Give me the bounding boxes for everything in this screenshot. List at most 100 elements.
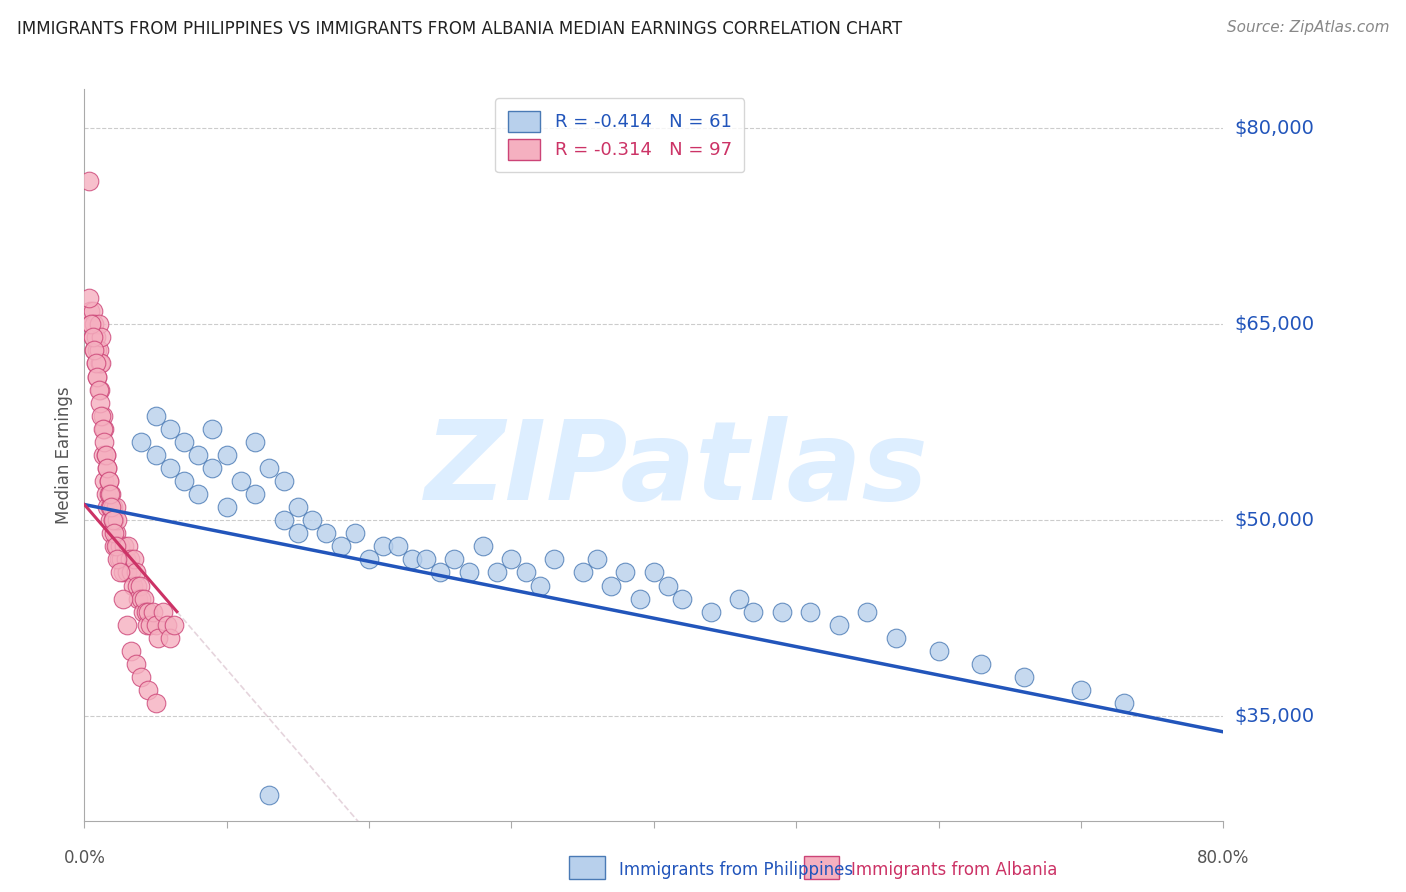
- Point: [90, 409, 112, 423]
- Point: [287, 526, 309, 541]
- Point: [127, 591, 149, 606]
- Point: [856, 605, 879, 619]
- Point: [1070, 683, 1092, 698]
- Point: [121, 578, 143, 592]
- Point: [103, 513, 125, 527]
- Point: [111, 566, 134, 580]
- Point: [87, 383, 110, 397]
- Point: [229, 474, 252, 488]
- Point: [90, 356, 112, 371]
- Point: [529, 578, 551, 592]
- Point: [135, 605, 157, 619]
- Point: [98, 513, 121, 527]
- Point: [82, 330, 104, 344]
- Point: [970, 657, 993, 671]
- Point: [87, 318, 110, 332]
- Point: [80, 318, 103, 332]
- Text: ZIPatlas: ZIPatlas: [425, 416, 928, 523]
- Point: [83, 343, 105, 358]
- Point: [472, 539, 495, 553]
- Point: [86, 369, 108, 384]
- Point: [96, 461, 118, 475]
- Point: [145, 448, 167, 462]
- Point: [415, 552, 437, 566]
- Point: [94, 487, 117, 501]
- Point: [89, 356, 111, 371]
- Point: [100, 487, 122, 501]
- Point: [273, 474, 295, 488]
- Point: [124, 657, 146, 671]
- Point: [884, 631, 907, 645]
- Point: [614, 566, 637, 580]
- Point: [136, 617, 159, 632]
- Point: [122, 552, 145, 566]
- Text: Immigrants from Albania: Immigrants from Albania: [851, 861, 1057, 879]
- Point: [131, 434, 153, 449]
- Point: [87, 343, 110, 358]
- Point: [156, 617, 179, 632]
- Point: [104, 526, 127, 541]
- Point: [80, 318, 103, 332]
- Point: [245, 434, 267, 449]
- Y-axis label: Median Earnings: Median Earnings: [55, 386, 73, 524]
- Point: [928, 644, 950, 658]
- Point: [98, 500, 121, 515]
- Point: [82, 330, 104, 344]
- Point: [187, 448, 209, 462]
- Point: [343, 526, 366, 541]
- Text: $80,000: $80,000: [1234, 119, 1315, 138]
- Point: [543, 552, 565, 566]
- Point: [600, 578, 623, 592]
- Point: [515, 566, 537, 580]
- Point: [105, 539, 128, 553]
- Point: [94, 448, 117, 462]
- Point: [84, 356, 107, 371]
- Point: [259, 461, 281, 475]
- Point: [97, 487, 120, 501]
- Point: [110, 552, 132, 566]
- Point: [131, 591, 153, 606]
- Point: [105, 552, 128, 566]
- Point: [91, 448, 114, 462]
- Point: [93, 434, 115, 449]
- Point: [118, 552, 141, 566]
- Point: [486, 566, 509, 580]
- Point: [799, 605, 821, 619]
- Point: [104, 500, 127, 515]
- Point: [657, 578, 679, 592]
- Point: [101, 513, 124, 527]
- Point: [287, 500, 309, 515]
- Point: [770, 605, 793, 619]
- Point: [329, 539, 352, 553]
- Point: [86, 369, 108, 384]
- Point: [115, 566, 138, 580]
- Point: [93, 422, 115, 436]
- Point: [77, 291, 100, 305]
- Point: [101, 500, 124, 515]
- Point: [112, 539, 135, 553]
- Point: [173, 474, 195, 488]
- Point: [108, 539, 131, 553]
- Point: [586, 552, 609, 566]
- Point: [571, 566, 593, 580]
- Point: [671, 591, 693, 606]
- Point: [120, 644, 142, 658]
- Point: [145, 696, 167, 710]
- Point: [84, 356, 107, 371]
- Point: [103, 526, 125, 541]
- Point: [83, 318, 105, 332]
- Point: [1012, 670, 1035, 684]
- Point: [115, 617, 138, 632]
- Point: [628, 591, 651, 606]
- Point: [104, 539, 127, 553]
- Point: [90, 330, 112, 344]
- Point: [96, 461, 118, 475]
- Text: $65,000: $65,000: [1234, 315, 1315, 334]
- Point: [91, 409, 114, 423]
- Point: [77, 173, 100, 188]
- Point: [89, 395, 111, 409]
- Point: [117, 539, 139, 553]
- Point: [359, 552, 381, 566]
- Point: [201, 461, 224, 475]
- Point: [142, 605, 165, 619]
